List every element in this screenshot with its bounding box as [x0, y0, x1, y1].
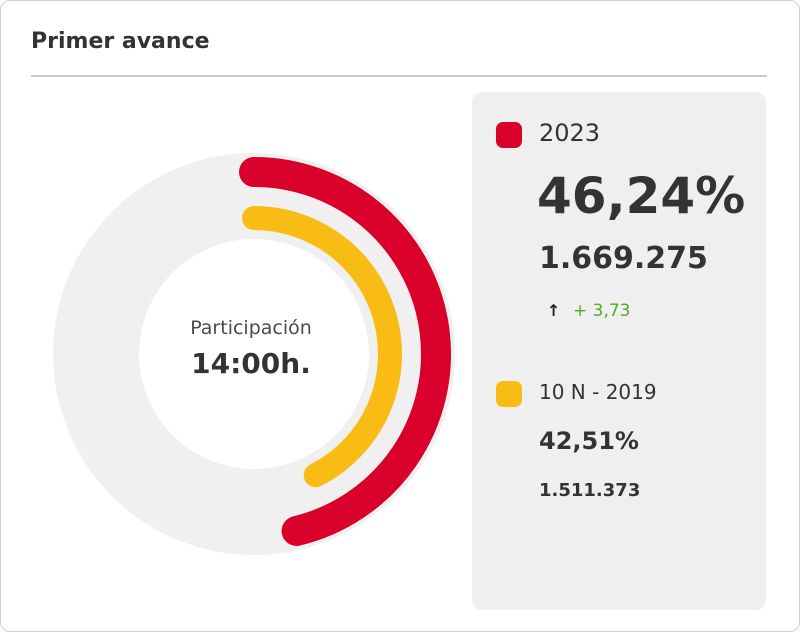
arrow-up-icon: ↑: [547, 301, 561, 320]
center-time: 14:00h.: [191, 347, 311, 380]
legend-swatch-2019: [496, 381, 522, 407]
legend-panel: [472, 92, 766, 610]
change-value: + 3,73: [573, 301, 631, 321]
count-2019: 1.511.373: [539, 480, 641, 501]
legend-label-2019: 10 N - 2019: [539, 380, 657, 404]
center-label: Participación: [190, 317, 312, 339]
chart-track: [53, 153, 455, 555]
percent-2019: 42,51%: [539, 427, 639, 455]
title-divider: [31, 75, 767, 77]
chart-center: [139, 239, 369, 469]
card-title: Primer avance: [31, 29, 210, 54]
participation-radial-chart: [53, 153, 455, 555]
radial-bar-2023: [239, 157, 451, 546]
radial-bar-2019: [242, 206, 402, 488]
count-2023: 1.669.275: [539, 241, 708, 276]
percent-2023: 46,24%: [537, 167, 746, 225]
legend-swatch-2023: [496, 122, 522, 148]
legend-label-2023: 2023: [539, 119, 601, 147]
